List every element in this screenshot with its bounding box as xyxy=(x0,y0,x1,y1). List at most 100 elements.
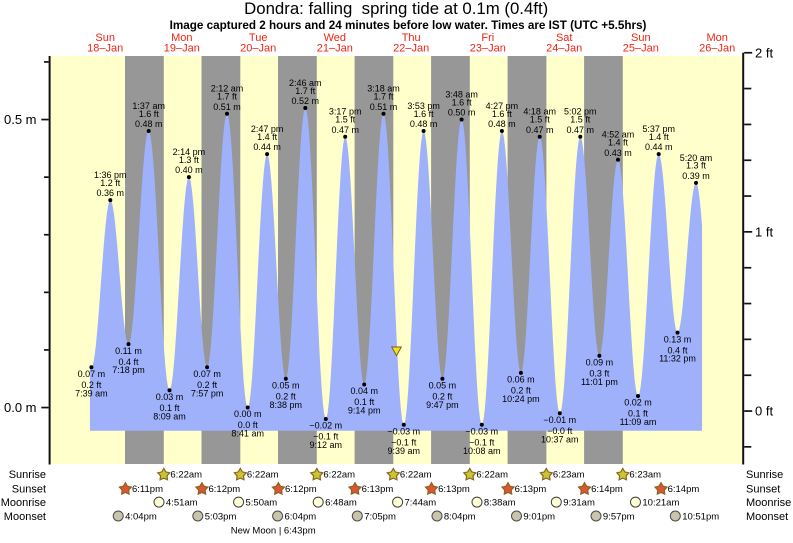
svg-text:Sunrise: Sunrise xyxy=(746,469,783,481)
svg-text:10:08 am: 10:08 am xyxy=(463,446,501,456)
svg-text:Sunrise: Sunrise xyxy=(9,469,46,481)
svg-text:0.47 m: 0.47 m xyxy=(567,125,595,135)
svg-text:5:02 pm: 5:02 pm xyxy=(564,107,597,117)
svg-text:2:47 pm: 2:47 pm xyxy=(251,124,284,134)
svg-text:Sun: Sun xyxy=(631,32,651,44)
svg-text:Moonset: Moonset xyxy=(4,511,46,523)
svg-text:19–Jan: 19–Jan xyxy=(164,43,200,55)
svg-text:Sunset: Sunset xyxy=(746,484,780,496)
svg-text:2:46 am: 2:46 am xyxy=(289,78,322,88)
svg-text:24–Jan: 24–Jan xyxy=(546,43,582,55)
svg-text:1.5 ft: 1.5 ft xyxy=(530,115,551,125)
svg-text:1.5 ft: 1.5 ft xyxy=(570,115,591,125)
svg-text:6:04pm: 6:04pm xyxy=(285,511,317,522)
svg-text:Sunset: Sunset xyxy=(12,484,46,496)
svg-text:1.3 ft: 1.3 ft xyxy=(686,161,707,171)
svg-text:8:41 am: 8:41 am xyxy=(231,429,264,439)
svg-text:0.48 m: 0.48 m xyxy=(135,119,163,129)
svg-text:0.2 ft: 0.2 ft xyxy=(197,380,218,390)
svg-text:6:48am: 6:48am xyxy=(325,498,357,509)
svg-text:0.39 m: 0.39 m xyxy=(682,171,710,181)
svg-text:0.2 ft: 0.2 ft xyxy=(276,391,297,401)
svg-text:10:51pm: 10:51pm xyxy=(682,511,719,522)
svg-text:4:18 am: 4:18 am xyxy=(523,107,556,117)
svg-text:10:24 pm: 10:24 pm xyxy=(502,394,540,404)
svg-text:−0.1 ft: −0.1 ft xyxy=(313,432,339,442)
svg-text:6:22am: 6:22am xyxy=(476,470,508,481)
svg-text:6:13pm: 6:13pm xyxy=(438,484,470,495)
svg-text:1.6 ft: 1.6 ft xyxy=(492,109,513,119)
svg-text:Mon: Mon xyxy=(706,32,727,44)
svg-text:9:14 pm: 9:14 pm xyxy=(348,406,381,416)
svg-text:0.44 m: 0.44 m xyxy=(253,142,281,152)
svg-text:−0.0 ft: −0.0 ft xyxy=(547,426,573,436)
svg-text:21–Jan: 21–Jan xyxy=(317,43,353,55)
svg-text:8:38 pm: 8:38 pm xyxy=(270,400,303,410)
svg-text:New Moon | 6:43pm: New Moon | 6:43pm xyxy=(231,525,316,536)
svg-text:0.04 m: 0.04 m xyxy=(350,386,378,396)
svg-text:6:14pm: 6:14pm xyxy=(668,484,700,495)
svg-text:0.36 m: 0.36 m xyxy=(97,188,125,198)
svg-text:23–Jan: 23–Jan xyxy=(470,43,506,55)
svg-text:5:20 am: 5:20 am xyxy=(680,153,713,163)
svg-text:0.47 m: 0.47 m xyxy=(331,125,359,135)
svg-text:0.51 m: 0.51 m xyxy=(370,102,398,112)
svg-text:0.2 ft: 0.2 ft xyxy=(432,391,453,401)
svg-text:3:53 pm: 3:53 pm xyxy=(407,101,440,111)
svg-text:4:04pm: 4:04pm xyxy=(125,511,157,522)
svg-text:26–Jan: 26–Jan xyxy=(699,43,735,55)
svg-text:0.2 ft: 0.2 ft xyxy=(81,380,102,390)
svg-text:18–Jan: 18–Jan xyxy=(87,43,123,55)
svg-text:6:14pm: 6:14pm xyxy=(591,484,623,495)
svg-text:−0.1 ft: −0.1 ft xyxy=(469,438,495,448)
svg-text:0.43 m: 0.43 m xyxy=(604,148,632,158)
svg-text:3:17 pm: 3:17 pm xyxy=(329,107,362,117)
svg-text:0.40 m: 0.40 m xyxy=(175,165,203,175)
svg-text:Wed: Wed xyxy=(324,32,346,44)
svg-text:7:57 pm: 7:57 pm xyxy=(191,388,224,398)
svg-text:1:37 am: 1:37 am xyxy=(132,101,165,111)
svg-text:0.07 m: 0.07 m xyxy=(78,369,106,379)
svg-text:22–Jan: 22–Jan xyxy=(393,43,429,55)
svg-text:1.5 ft: 1.5 ft xyxy=(335,115,356,125)
svg-text:3:18 am: 3:18 am xyxy=(367,84,400,94)
svg-text:0.06 m: 0.06 m xyxy=(507,375,535,385)
svg-text:10:21am: 10:21am xyxy=(642,498,679,509)
svg-text:6:22am: 6:22am xyxy=(170,470,202,481)
svg-text:0.51 m: 0.51 m xyxy=(213,102,241,112)
svg-text:4:52 am: 4:52 am xyxy=(602,130,635,140)
svg-text:2:14 pm: 2:14 pm xyxy=(173,147,206,157)
svg-text:Moonrise: Moonrise xyxy=(746,497,791,509)
svg-text:Thu: Thu xyxy=(402,32,421,44)
svg-text:Image captured 2 hours and 24: Image captured 2 hours and 24 minutes be… xyxy=(170,19,647,32)
svg-text:0.07 m: 0.07 m xyxy=(193,369,221,379)
svg-text:1.4 ft: 1.4 ft xyxy=(649,132,670,142)
svg-text:0.1 ft: 0.1 ft xyxy=(628,409,649,419)
svg-text:Mon: Mon xyxy=(171,32,192,44)
svg-text:Moonset: Moonset xyxy=(746,511,788,523)
svg-text:1.6 ft: 1.6 ft xyxy=(452,97,473,107)
svg-text:0.0 ft: 0.0 ft xyxy=(238,420,259,430)
svg-text:9:39 am: 9:39 am xyxy=(388,446,421,456)
svg-text:0.44 m: 0.44 m xyxy=(645,142,673,152)
svg-text:2:12 am: 2:12 am xyxy=(211,84,244,94)
svg-text:6:22am: 6:22am xyxy=(400,470,432,481)
svg-text:Tue: Tue xyxy=(249,32,268,44)
svg-text:0.13 m: 0.13 m xyxy=(664,334,692,344)
svg-text:1.6 ft: 1.6 ft xyxy=(139,109,160,119)
svg-text:6:23am: 6:23am xyxy=(553,470,585,481)
svg-text:9:01pm: 9:01pm xyxy=(523,511,555,522)
svg-text:−0.1 ft: −0.1 ft xyxy=(391,438,417,448)
svg-text:−0.02 m: −0.02 m xyxy=(309,421,342,431)
svg-text:7:18 pm: 7:18 pm xyxy=(112,365,145,375)
svg-text:6:13pm: 6:13pm xyxy=(515,484,547,495)
svg-text:0.50 m: 0.50 m xyxy=(448,108,476,118)
svg-text:0.5 m: 0.5 m xyxy=(4,112,37,127)
svg-text:0.3 ft: 0.3 ft xyxy=(589,368,610,378)
svg-text:6:23am: 6:23am xyxy=(629,470,661,481)
svg-text:0.00 m: 0.00 m xyxy=(234,409,262,419)
svg-text:1.3 ft: 1.3 ft xyxy=(179,155,200,165)
svg-text:4:51am: 4:51am xyxy=(166,498,198,509)
svg-text:8:09 am: 8:09 am xyxy=(153,411,186,421)
svg-text:1:36 pm: 1:36 pm xyxy=(94,170,127,180)
